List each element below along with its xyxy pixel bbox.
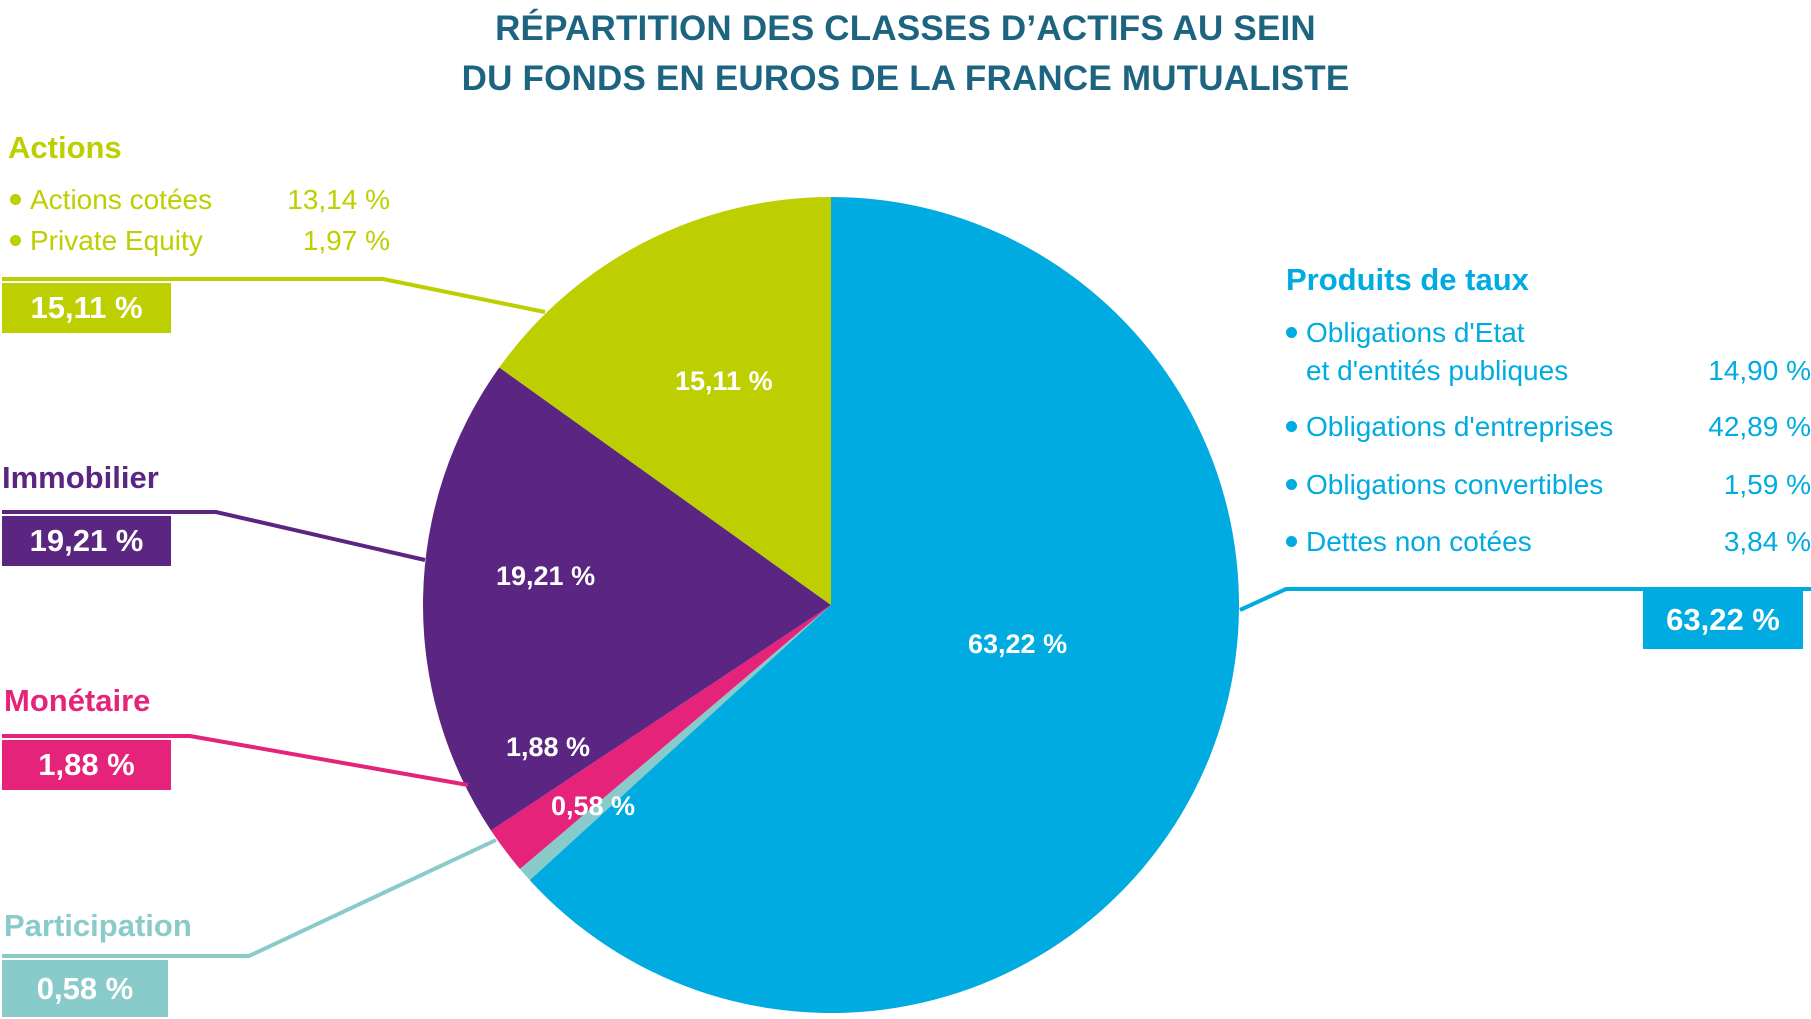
group-title-immobilier: Immobilier [2,460,159,495]
bullet-icon [10,235,21,247]
item-value: 13,14 % [287,184,390,215]
item-label: Actions cotées [30,184,213,215]
leader-line-participation [2,838,497,958]
pie-slice-actions [499,197,831,605]
pie-slice-immobilier [423,367,831,831]
bullet-icon [1286,421,1297,433]
legend-item-obligations-etat: Obligations d'Etat [1286,316,1525,350]
item-label: Obligations convertibles [1306,469,1604,500]
slice-label-actions: 15,11 % [675,366,773,396]
pie-slice-produits-de-taux [529,197,1239,1013]
slice-label-monetaire: 1,88 % [506,732,591,762]
total-box-produits-de-taux: 63,22 % [1643,591,1803,649]
item-label: Obligations d'entreprises [1306,411,1614,442]
pie-slice-participation [519,605,831,881]
legend-item-private-equity: Private Equity 1,97 % [10,224,390,258]
item-value: 3,84 % [1723,526,1811,557]
item-label: Dettes non cotées [1306,526,1532,557]
legend-item-obligations-etat-line-2: et d'entités publiques 14,90 % [1306,354,1811,388]
chart-title-line-1: RÉPARTITION DES CLASSES D’ACTIFS AU SEIN [495,9,1316,48]
item-value: 14,90 % [1708,355,1811,386]
total-box-monetaire: 1,88 % [2,740,171,790]
slice-label-produits-de-taux: 63,22 % [968,629,1068,659]
group-title-produits-de-taux: Produits de taux [1286,262,1529,297]
pie-slices [423,197,1239,1013]
item-value: 1,59 % [1723,469,1811,500]
leader-line-monetaire [2,734,469,787]
item-label-line-2: et d'entités publiques [1306,355,1569,386]
bullet-icon [1286,327,1297,339]
bullet-icon [10,194,21,206]
bullet-icon [1286,536,1297,548]
total-box-immobilier: 19,21 % [2,516,171,566]
group-title-actions: Actions [8,130,122,165]
legend-item-obligations-entreprises: Obligations d'entreprises 42,89 % [1286,410,1811,444]
total-box-participation: 0,58 % [2,960,168,1017]
leader-line-produits-de-taux [1239,587,1811,612]
item-value: 42,89 % [1708,411,1811,442]
pie-slice-mon-taire [490,605,831,869]
chart-title-line-2: DU FONDS EN EUROS DE LA FRANCE MUTUALIST… [461,59,1350,98]
item-label-line-1: Obligations d'Etat [1306,317,1525,348]
item-label: Private Equity [30,225,203,256]
bullet-icon [1286,479,1297,491]
legend-item-obligations-convertibles: Obligations convertibles 1,59 % [1286,468,1811,502]
group-title-participation: Participation [4,908,192,943]
leader-line-actions [2,277,546,314]
chart-title: RÉPARTITION DES CLASSES D’ACTIFS AU SEIN… [0,4,1811,104]
item-value: 1,97 % [302,225,390,256]
group-title-monetaire: Monétaire [4,683,151,718]
legend-item-actions-cotees: Actions cotées 13,14 % [10,183,390,217]
total-box-actions: 15,11 % [2,283,171,333]
slice-label-immobilier: 19,21 % [496,561,596,591]
slice-label-participation: 0,58 % [551,791,636,821]
legend-item-dettes-non-cotees: Dettes non cotées 3,84 % [1286,525,1811,559]
leader-line-immobilier [2,510,426,562]
